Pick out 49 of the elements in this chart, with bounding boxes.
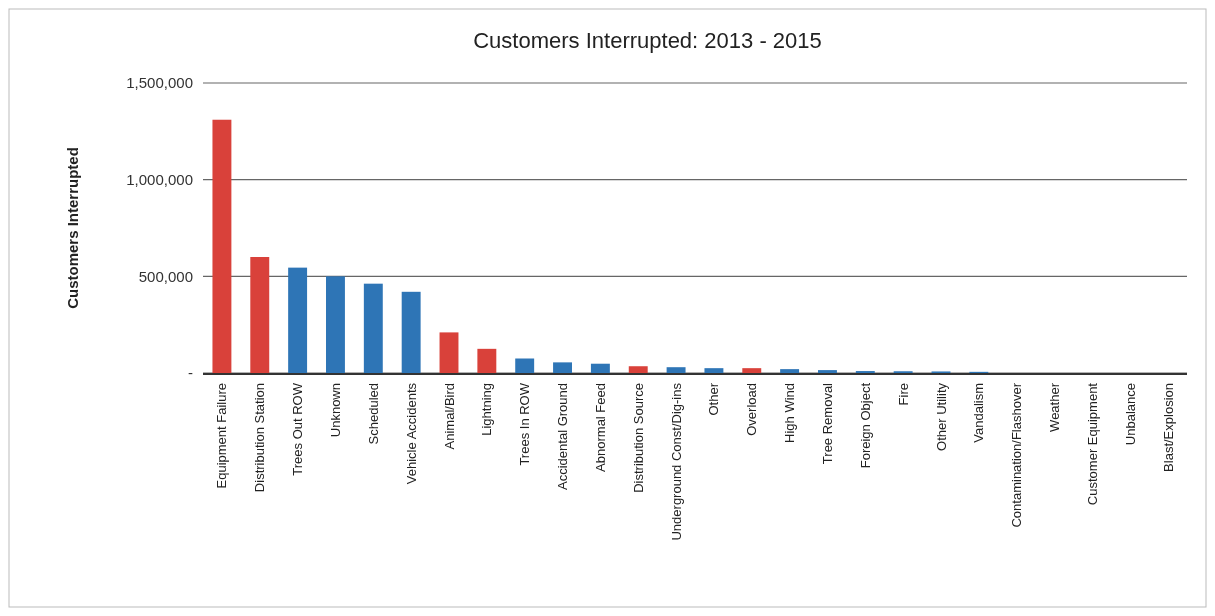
bar: [363, 283, 383, 373]
x-tick-label: Lightning: [479, 383, 495, 436]
y-tick-label: 1,000,000: [126, 170, 193, 188]
bar: [515, 358, 535, 373]
x-tick-label: Animal/Bird: [441, 383, 457, 450]
x-tick-label: Unbalance: [1122, 383, 1138, 446]
x-tick-label: Trees In ROW: [517, 382, 533, 466]
x-tick-label: Other Utility: [933, 382, 949, 451]
bar: [439, 332, 459, 373]
y-tick-label: 1,500,000: [126, 74, 193, 92]
x-tick-label: Foreign Object: [857, 382, 873, 469]
x-tick-label: Distribution Source: [630, 383, 646, 493]
x-tick-label: Unknown: [328, 383, 344, 438]
x-tick-label: Overload: [744, 383, 760, 436]
bar: [704, 368, 724, 373]
x-tick-label: Blast/Explosion: [1160, 383, 1176, 472]
bar: [590, 363, 610, 373]
x-tick-label: Vandalism: [971, 383, 987, 443]
bar: [666, 367, 686, 373]
bar: [628, 366, 648, 373]
x-tick-label: Scheduled: [365, 383, 381, 445]
chart-title: Customers Interrupted: 2013 - 2015: [473, 28, 822, 53]
x-tick-label: Fire: [895, 383, 911, 406]
x-tick-label: Accidental Ground: [555, 383, 571, 490]
x-tick-label: Distribution Station: [252, 383, 268, 493]
x-tick-label: Abnormal Feed: [592, 383, 608, 472]
x-tick-label: Tree Removal: [820, 382, 836, 465]
y-axis-title: Customers Interrupted: [64, 147, 81, 309]
x-tick-label: High Wind: [782, 383, 798, 443]
x-tick-label: Customer Equipment: [1084, 382, 1100, 506]
x-tick-label: Contamination/Flashover: [1009, 382, 1025, 528]
x-tick-label: Weather: [1047, 382, 1063, 432]
x-tick-label: Trees Out ROW: [290, 382, 306, 476]
x-tick-label: Vehicle Accidents: [403, 382, 419, 485]
bar: [288, 267, 308, 373]
bar: [780, 369, 800, 373]
x-tick-label: Underground Const/Dig-ins: [668, 382, 684, 541]
bar: [401, 291, 421, 373]
y-tick-label: -: [188, 364, 193, 382]
bar: [818, 370, 837, 373]
y-tick-label: 500,000: [138, 267, 193, 285]
bar: [742, 368, 762, 373]
bar: [553, 362, 572, 373]
bar: [250, 257, 270, 373]
bar: [212, 119, 232, 373]
x-tick-label: Other: [706, 382, 722, 416]
bar: [326, 276, 345, 373]
bar: [477, 348, 497, 373]
x-tick-label: Equipment Failure: [214, 383, 230, 489]
